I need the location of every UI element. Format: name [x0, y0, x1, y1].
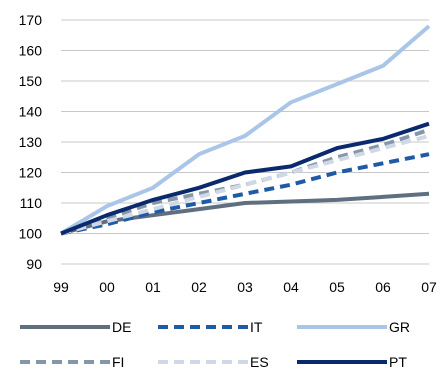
y-tick-label: 130: [19, 134, 43, 150]
series-line-gr: [59, 24, 431, 236]
y-tick-label: 150: [19, 73, 43, 89]
legend-label: GR: [389, 319, 410, 335]
y-tick-label: 100: [19, 226, 43, 242]
x-tick-label: 06: [375, 279, 391, 295]
series-line-de: [60, 191, 430, 236]
y-axis-ticks: 90 100 110 120 130 140 150 160 170: [19, 12, 43, 272]
legend-item-de: DE: [20, 319, 131, 335]
y-tick-label: 90: [26, 256, 42, 272]
x-axis-ticks: 99 00 01 02 03 04 05 06 07: [53, 279, 437, 295]
series-lines: [59, 24, 431, 236]
legend-label: DE: [112, 319, 131, 335]
grid-lines: [61, 19, 429, 265]
series-line-es: [60, 133, 430, 236]
y-tick-label: 140: [19, 104, 43, 120]
legend: DE IT GR FI ES PT: [20, 319, 410, 370]
legend-item-es: ES: [158, 354, 269, 370]
y-tick-label: 160: [19, 43, 43, 59]
x-tick-label: 04: [283, 279, 299, 295]
series-line-pt: [60, 121, 430, 236]
legend-label: FI: [112, 354, 124, 370]
x-tick-label: 05: [329, 279, 345, 295]
legend-item-it: IT: [158, 319, 263, 335]
x-tick-label: 00: [99, 279, 115, 295]
legend-item-fi: FI: [20, 354, 124, 370]
legend-label: PT: [389, 354, 407, 370]
y-tick-label: 120: [19, 165, 43, 181]
series-line-fi: [60, 127, 430, 236]
legend-item-gr: GR: [297, 319, 410, 335]
x-tick-label: 99: [53, 279, 69, 295]
series-line-it: [60, 152, 430, 236]
legend-label: IT: [250, 319, 263, 335]
legend-label: ES: [250, 354, 269, 370]
x-tick-label: 01: [145, 279, 161, 295]
x-tick-label: 03: [237, 279, 253, 295]
x-tick-label: 02: [191, 279, 207, 295]
y-tick-label: 170: [19, 12, 43, 28]
y-tick-label: 110: [20, 195, 43, 211]
x-tick-label: 07: [421, 279, 437, 295]
legend-item-pt: PT: [297, 354, 407, 370]
